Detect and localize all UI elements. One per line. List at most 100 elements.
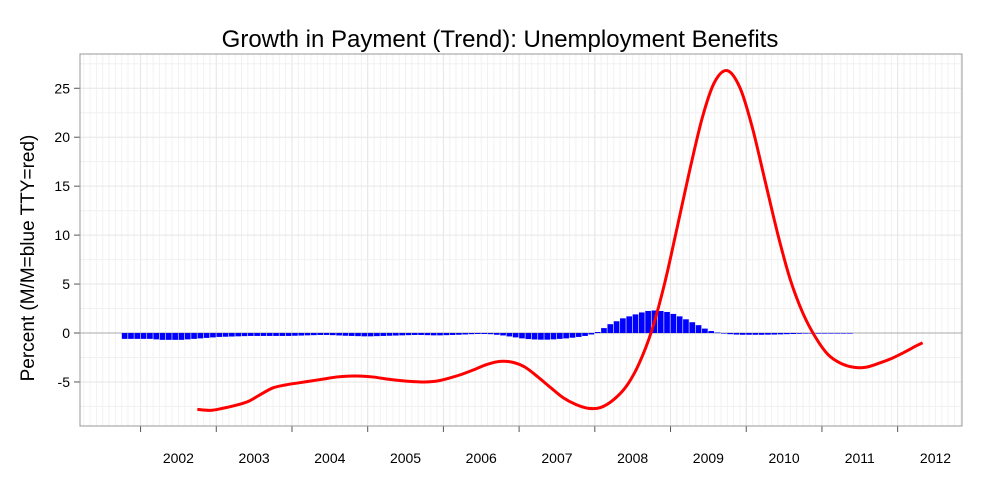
mm-bar bbox=[714, 332, 721, 334]
mm-bar bbox=[468, 333, 475, 335]
mm-bar bbox=[191, 333, 197, 339]
mm-bar bbox=[348, 333, 355, 336]
mm-bar bbox=[796, 333, 803, 334]
plot-frame bbox=[79, 53, 963, 427]
mm-bar bbox=[266, 333, 273, 336]
mm-bar bbox=[153, 333, 160, 340]
mm-bar bbox=[311, 333, 317, 336]
mm-bar bbox=[727, 333, 733, 335]
mm-bar bbox=[329, 333, 336, 336]
mm-bar bbox=[638, 312, 645, 333]
mm-bar bbox=[563, 333, 569, 339]
mm-bar bbox=[147, 333, 153, 339]
mm-bar bbox=[216, 333, 223, 337]
mm-bar bbox=[670, 313, 677, 333]
mm-bar bbox=[342, 333, 349, 336]
x-tick-label: 2009 bbox=[693, 450, 724, 466]
mm-bar bbox=[664, 311, 670, 333]
mm-bar bbox=[676, 316, 683, 333]
mm-bar bbox=[613, 321, 620, 333]
x-tick-label: 2006 bbox=[466, 450, 497, 466]
mm-bar bbox=[487, 333, 494, 335]
mm-bar bbox=[834, 333, 841, 334]
tty-line bbox=[197, 69, 924, 412]
mm-bar bbox=[430, 333, 437, 336]
mm-bar bbox=[556, 333, 563, 339]
mm-bar bbox=[241, 333, 248, 337]
mm-bar bbox=[569, 333, 576, 338]
axes: -5 0 5 10 15 20 25 2002 2003 2004 2005 2006 2007 2008… bbox=[54, 80, 951, 466]
chart-title: Growth in Payment (Trend): Unemployment … bbox=[221, 26, 779, 53]
mm-bar bbox=[273, 333, 279, 336]
x-tick-label: 2005 bbox=[390, 450, 421, 466]
mm-bar bbox=[790, 333, 796, 334]
mm-bar bbox=[424, 333, 431, 336]
y-tick-label: 15 bbox=[54, 178, 70, 194]
x-tick-label: 2004 bbox=[314, 450, 345, 466]
mm-bar bbox=[626, 316, 633, 333]
mm-bar bbox=[802, 333, 809, 334]
mm-bar bbox=[462, 333, 469, 335]
mm-bar bbox=[739, 333, 746, 335]
mm-bar bbox=[235, 333, 242, 337]
mm-bar bbox=[607, 324, 614, 333]
mm-bar bbox=[525, 333, 532, 340]
mm-bar bbox=[752, 333, 759, 335]
mm-bar bbox=[317, 333, 324, 335]
x-tick-label: 2008 bbox=[617, 450, 648, 466]
mm-bar bbox=[323, 333, 330, 335]
mm-bar bbox=[374, 333, 380, 337]
mm-bar bbox=[582, 333, 588, 336]
mm-bar bbox=[620, 318, 626, 333]
mm-bar bbox=[538, 333, 544, 340]
mm-bar bbox=[771, 333, 778, 335]
mm-bar bbox=[601, 328, 607, 333]
tty-line-path bbox=[197, 69, 924, 412]
mm-bar bbox=[411, 333, 418, 335]
mm-bar bbox=[393, 333, 399, 336]
mm-bar bbox=[758, 333, 765, 335]
y-tick-label: 10 bbox=[54, 227, 70, 243]
y-tick-label: 20 bbox=[54, 129, 70, 145]
x-tick-label: 2003 bbox=[239, 450, 270, 466]
mm-bar bbox=[519, 333, 525, 339]
mm-bar bbox=[222, 333, 229, 337]
mm-bar bbox=[279, 333, 286, 336]
x-tick-label: 2002 bbox=[163, 450, 194, 466]
y-tick-label: 5 bbox=[62, 276, 70, 292]
mm-bars bbox=[121, 310, 853, 340]
mm-bar bbox=[405, 333, 412, 336]
mm-bar bbox=[588, 333, 595, 335]
mm-bar bbox=[399, 333, 405, 336]
mm-bar bbox=[645, 310, 651, 333]
mm-bar bbox=[159, 333, 166, 340]
mm-bar bbox=[777, 333, 784, 335]
mm-bar bbox=[172, 333, 178, 340]
mm-bar bbox=[210, 333, 216, 338]
mm-bar bbox=[481, 333, 487, 334]
mm-bar bbox=[746, 333, 752, 335]
mm-bar bbox=[184, 333, 191, 340]
mm-bar bbox=[821, 333, 828, 334]
mm-bar bbox=[304, 333, 311, 336]
mm-bar bbox=[254, 333, 260, 336]
mm-bar bbox=[298, 333, 305, 336]
y-tick-label: 25 bbox=[54, 80, 70, 96]
mm-bar bbox=[575, 333, 582, 337]
y-tick-label: -5 bbox=[58, 374, 71, 390]
mm-bar bbox=[683, 319, 689, 333]
x-tick-label: 2010 bbox=[769, 450, 800, 466]
mm-bar bbox=[815, 333, 822, 334]
mm-bar bbox=[702, 328, 708, 333]
mm-bar bbox=[449, 333, 456, 335]
mm-bar bbox=[493, 333, 500, 335]
mm-bar bbox=[632, 314, 639, 333]
mm-bar bbox=[165, 333, 172, 340]
mm-bar bbox=[733, 333, 740, 335]
mm-bar bbox=[708, 331, 715, 333]
mm-bar bbox=[456, 333, 462, 335]
x-tick-label: 2012 bbox=[920, 450, 951, 466]
mm-bar bbox=[178, 333, 185, 340]
mm-bar bbox=[247, 333, 254, 336]
mm-bar bbox=[500, 333, 506, 336]
